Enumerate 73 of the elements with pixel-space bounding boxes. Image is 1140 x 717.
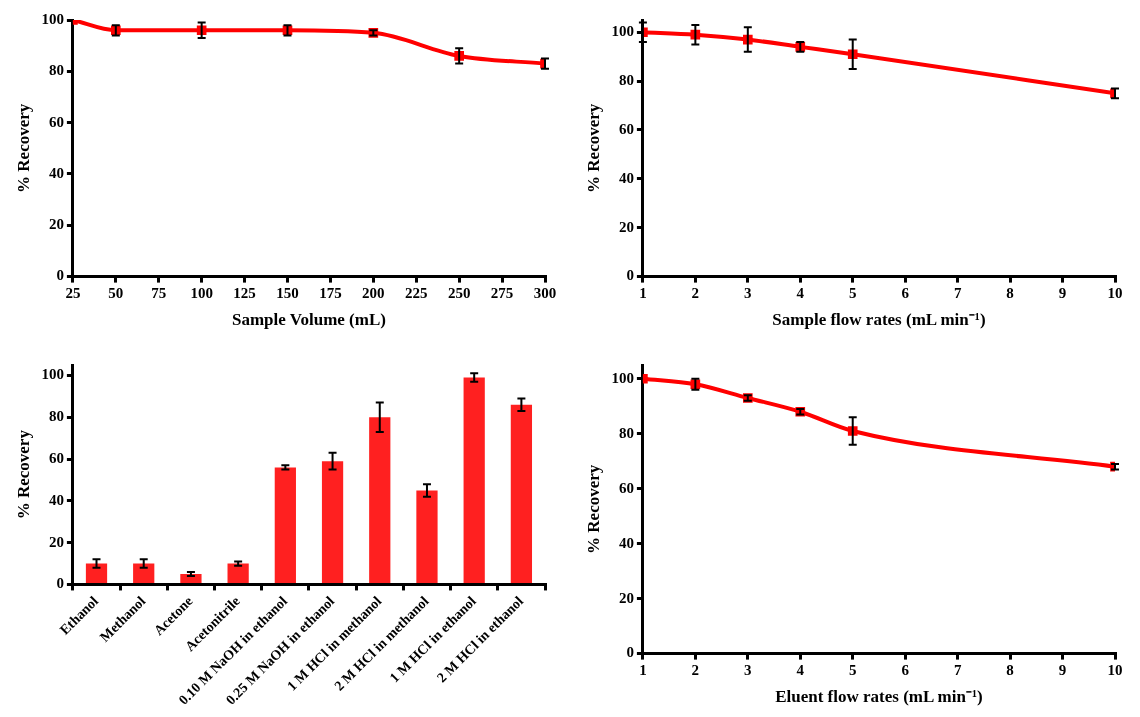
y-tick-label: 80 xyxy=(618,71,634,88)
x-tick-label: 50 xyxy=(108,285,124,302)
x-tick-label: 1 xyxy=(639,662,647,679)
x-tick-label: 8 xyxy=(1006,662,1014,679)
x-tick-label: 10 xyxy=(1107,285,1123,302)
x-tick-label: 3 xyxy=(744,285,752,302)
y-tick-label: 40 xyxy=(618,534,634,551)
x-axis-title: Eluent flow rates (mL min⁻¹) xyxy=(775,687,983,707)
x-axis-title: Sample Volume (mL) xyxy=(231,310,386,330)
y-tick-label: 100 xyxy=(611,23,634,40)
x-tick-label: 9 xyxy=(1058,285,1067,302)
x-tick-label: 6 xyxy=(901,285,910,302)
bar xyxy=(321,461,344,583)
bar xyxy=(180,574,202,583)
x-tick-label: 5 xyxy=(848,285,857,302)
y-tick-label: 80 xyxy=(48,408,64,425)
x-tick-label: 2 xyxy=(691,662,700,679)
x-tick-label: 200 xyxy=(362,285,385,302)
y-tick-label: 20 xyxy=(48,216,64,233)
y-axis-title: % Recovery xyxy=(13,103,33,193)
x-tick-label: 175 xyxy=(319,285,342,302)
y-tick-label: 60 xyxy=(48,113,64,130)
y-tick-label: 20 xyxy=(618,218,634,235)
y-tick-label: 100 xyxy=(41,10,64,27)
y-tick-label: 60 xyxy=(618,479,634,496)
y-tick-label: 0 xyxy=(56,575,64,592)
bar xyxy=(416,490,438,583)
y-tick-label: 20 xyxy=(48,533,64,550)
bar xyxy=(227,563,249,583)
x-tick-label: 75 xyxy=(151,285,167,302)
x-tick-label: 125 xyxy=(233,285,256,302)
bar xyxy=(85,563,108,583)
x-tick-label: 4 xyxy=(796,285,805,302)
y-tick-label: 80 xyxy=(618,424,634,441)
bar xyxy=(369,417,391,583)
y-tick-label: 100 xyxy=(41,366,64,383)
y-tick-label: 100 xyxy=(611,369,634,386)
x-tick-label: 225 xyxy=(405,285,428,302)
y-tick-label: 40 xyxy=(618,169,634,186)
x-tick-label: 1 xyxy=(639,285,647,302)
y-axis-title: % Recovery xyxy=(583,103,603,193)
x-tick-label: 8 xyxy=(1006,285,1014,302)
x-tick-label: 275 xyxy=(490,285,514,302)
x-tick-label: 100 xyxy=(190,285,213,302)
y-tick-label: 40 xyxy=(48,491,64,508)
y-tick-label: 60 xyxy=(618,120,634,137)
x-tick-label: 2 xyxy=(691,285,700,302)
x-tick-label: 5 xyxy=(848,662,857,679)
y-tick-label: 0 xyxy=(626,267,634,284)
x-tick-label: 6 xyxy=(901,662,910,679)
x-tick-label: 7 xyxy=(953,285,962,302)
y-tick-label: 20 xyxy=(618,589,634,606)
y-axis-title: % Recovery xyxy=(583,464,603,554)
y-axis-title: % Recovery xyxy=(13,429,33,520)
x-tick-label: 150 xyxy=(276,285,299,302)
x-tick-label: 250 xyxy=(447,285,471,302)
x-axis-title: Sample flow rates (mL min⁻¹) xyxy=(772,310,986,330)
bar xyxy=(510,404,533,583)
y-tick-label: 0 xyxy=(56,267,64,284)
x-tick-label: 9 xyxy=(1058,662,1067,679)
y-tick-label: 0 xyxy=(626,644,634,661)
x-tick-label: 300 xyxy=(533,285,557,302)
bar xyxy=(133,563,155,583)
y-tick-label: 80 xyxy=(48,62,64,79)
x-tick-label: 10 xyxy=(1107,662,1123,679)
y-tick-label: 40 xyxy=(48,164,64,181)
bar xyxy=(463,377,485,583)
x-tick-label: 4 xyxy=(796,662,805,679)
bar xyxy=(274,467,296,583)
y-tick-label: 60 xyxy=(48,449,64,466)
x-tick-label: 3 xyxy=(744,662,752,679)
x-tick-label: 7 xyxy=(953,662,962,679)
x-tick-label: 25 xyxy=(65,285,81,302)
